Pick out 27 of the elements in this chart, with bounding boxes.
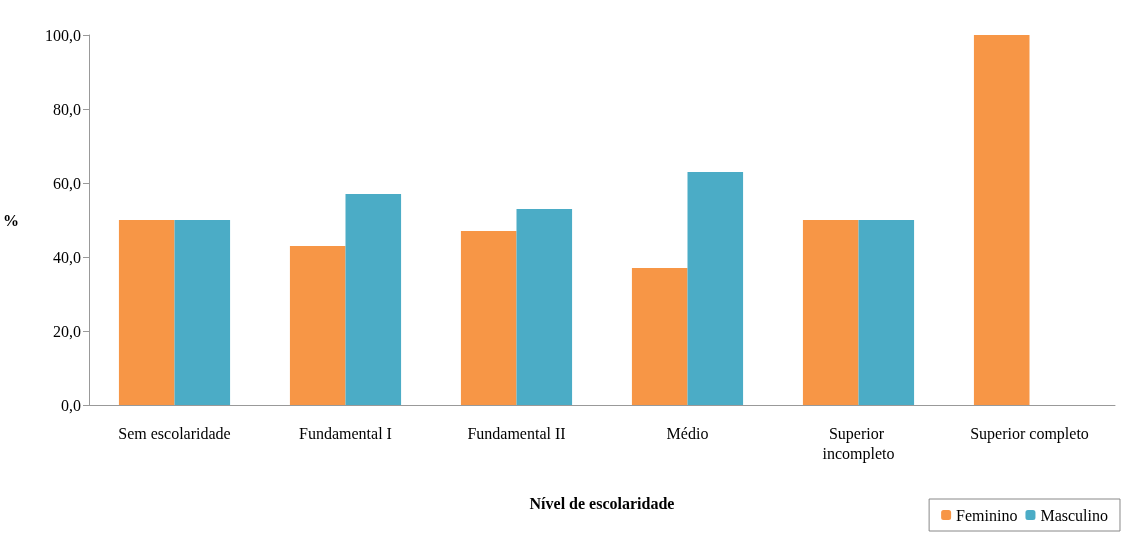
x-tick-label: Médio — [666, 424, 709, 442]
x-tick-label: Fundamental I — [299, 424, 392, 442]
y-tick-label: 60,0 — [53, 174, 81, 192]
legend-label: Masculino — [1040, 506, 1108, 524]
y-tick-label: 100,0 — [45, 26, 81, 44]
bar — [973, 35, 1030, 405]
bar — [687, 171, 744, 405]
x-axis-title: Nível de escolaridade — [529, 494, 675, 512]
y-tick-label: 40,0 — [53, 248, 81, 266]
y-tick-label: 20,0 — [53, 322, 81, 340]
y-axis-title: % — [3, 211, 19, 229]
x-tick-label: Superior completo — [970, 424, 1089, 443]
bar — [802, 220, 859, 405]
bar — [858, 220, 915, 405]
bar — [345, 194, 402, 405]
bar — [118, 220, 175, 405]
bar — [289, 245, 346, 405]
bar — [460, 231, 517, 405]
bar — [631, 268, 688, 405]
y-tick-label: 0,0 — [61, 396, 81, 414]
y-tick-label: 80,0 — [53, 100, 81, 118]
legend-label: Feminino — [956, 506, 1018, 524]
bar — [174, 220, 231, 405]
x-tick-label: Fundamental II — [467, 424, 566, 442]
x-tick-label: Sem escolaridade — [118, 424, 231, 442]
bar — [516, 208, 573, 405]
x-tick-label: Superior incompleto — [822, 424, 895, 463]
